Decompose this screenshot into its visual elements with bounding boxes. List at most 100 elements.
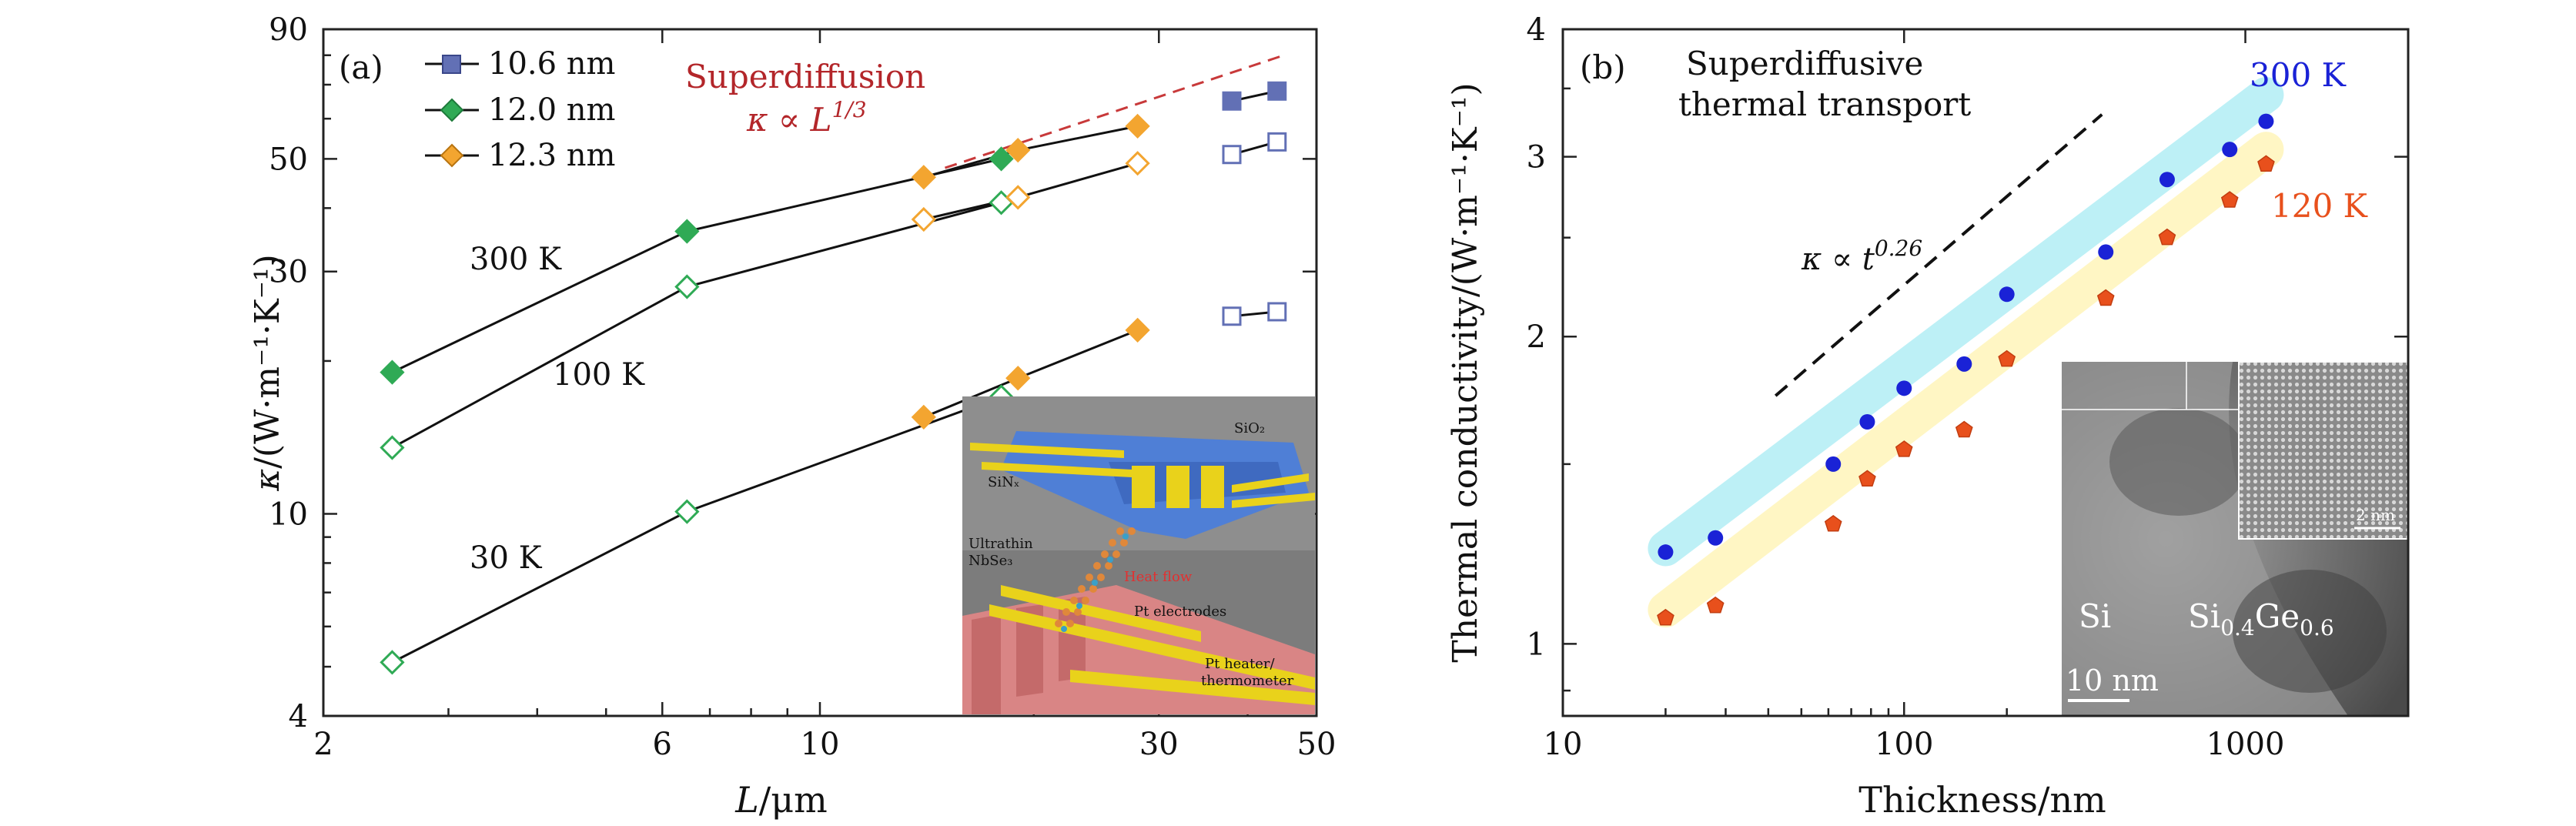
label-300k-b: 300 K: [2250, 56, 2347, 94]
panel-b-trend-bands: [1648, 77, 2284, 628]
slope-label: κ ∝ t0.26: [1801, 236, 1922, 277]
annotation-line-2: thermal transport: [1678, 85, 1971, 123]
a-ytick-label: 30: [269, 255, 308, 290]
data-point: [1125, 151, 1150, 176]
data-point-300k: [1708, 530, 1724, 546]
device-schematic-inset: SiO₂ SiNₓ Ultrathin NbSe₃ Heat flow Pt e…: [962, 396, 1315, 714]
data-point: [380, 435, 405, 460]
legend-marker-10-6: [442, 55, 461, 74]
inset-nbse3-label: NbSe₃: [969, 553, 1012, 569]
panel-a-x-label: L/μm: [734, 779, 828, 821]
legend-label-12-0: 12.0 nm: [488, 92, 615, 128]
label-30k: 30 K: [470, 540, 543, 576]
inset-sinx-label: SiNₓ: [988, 474, 1019, 490]
panel-b-y-label: Thermal conductivity/(W·m⁻¹·K⁻¹): [1446, 82, 1485, 662]
band-300k: [1648, 77, 2284, 567]
a-ytick-label: 90: [269, 12, 308, 48]
a-xtick-label: 2: [313, 727, 333, 762]
panel-a-ticks: 2 6 10 30 50 4 10 30 50 90: [269, 12, 1336, 762]
legend-label-10-6: 10.6 nm: [488, 46, 615, 82]
legend-marker-12-3: [440, 143, 464, 168]
b-ytick-label: 4: [1527, 12, 1546, 48]
data-point-120k: [2257, 155, 2275, 172]
data-point-120k: [1955, 420, 1973, 438]
tem-inset: 2 nm Si Si0.4Ge0.6 10 nm: [2062, 361, 2409, 716]
slope-guide-line: [1774, 113, 2103, 397]
inset-pt-electrodes-label: Pt electrodes: [1134, 604, 1226, 620]
inset-thermometer-label: thermometer: [1201, 673, 1294, 689]
data-point-300k: [1999, 286, 2015, 303]
panel-a-markers: [380, 81, 1287, 675]
data-point: [1125, 317, 1150, 343]
superdiffusion-formula: κ ∝ L1/3: [746, 97, 867, 139]
legend-marker-12-0: [440, 98, 464, 122]
label-300k: 300 K: [470, 242, 562, 277]
data-point-300k: [1896, 380, 1912, 396]
label-120k-b: 120 K: [2271, 187, 2369, 225]
data-point: [1005, 185, 1031, 210]
label-100k: 100 K: [553, 357, 645, 393]
inset-pt-heater-label: Pt heater/: [1205, 656, 1276, 672]
legend-label-12-3: 12.3 nm: [488, 138, 615, 173]
data-point-300k: [2159, 172, 2175, 188]
data-point-120k: [1895, 440, 1913, 457]
panel-a: 2 6 10 30 50 4 10 30 50 90 (a) 10.6 nm 12.0 nm 12…: [248, 12, 1336, 821]
a-xtick-label: 10: [801, 727, 840, 762]
band-120k: [1648, 132, 2284, 628]
data-point: [674, 219, 700, 244]
inset-ultrathin-label: Ultrathin: [969, 536, 1033, 552]
inset-sio2-label: SiO₂: [1234, 420, 1265, 436]
data-point: [1222, 145, 1242, 165]
panel-a-y-label: κ/(W·m⁻¹·K⁻¹): [248, 254, 287, 492]
tem-zoom-inset: [2238, 361, 2409, 540]
superdiffusion-title: Superdiffusion: [685, 58, 925, 95]
series-line: [391, 396, 1002, 664]
data-point-300k: [2098, 244, 2114, 260]
data-point: [911, 206, 936, 232]
data-point-120k: [1706, 596, 1725, 614]
tem-zoom-scale-label: 2 nm: [2356, 506, 2395, 524]
tem-sige-label: Si0.4Ge0.6: [2188, 597, 2334, 640]
data-point: [380, 650, 405, 675]
data-point: [911, 404, 936, 430]
data-point-300k: [1658, 544, 1674, 560]
data-point: [1222, 91, 1242, 111]
a-xtick-label: 50: [1297, 727, 1337, 762]
data-point: [1267, 302, 1287, 322]
data-point: [674, 274, 700, 299]
b-xtick-label: 10: [1544, 727, 1583, 762]
data-point: [989, 146, 1014, 172]
inset-heatflow-label: Heat flow: [1124, 569, 1193, 585]
tem-scale-label: 10 nm: [2066, 664, 2159, 697]
panel-a-legend: 10.6 nm 12.0 nm 12.3 nm: [425, 46, 615, 173]
data-point-300k: [2258, 113, 2274, 129]
panel-a-label: (a): [339, 48, 383, 86]
data-point-120k: [2220, 191, 2239, 208]
data-point: [1005, 366, 1031, 391]
panel-a-frame: [322, 28, 1318, 717]
annotation-line-1: Superdiffusive: [1686, 45, 1923, 82]
b-ytick-label: 3: [1527, 140, 1546, 176]
b-ytick-label: 1: [1527, 627, 1546, 662]
data-point: [911, 165, 936, 190]
a-ytick-label: 10: [269, 497, 308, 532]
a-xtick-label: 6: [653, 727, 672, 762]
data-point-300k: [1825, 456, 1842, 472]
panel-b: 10 100 1000 1 2 3 4 2 nm Si Si0.4Ge0.6 10 nm (…: [1446, 12, 2410, 821]
panel-b-markers: [1657, 113, 2275, 626]
data-point: [1005, 138, 1031, 163]
data-point-120k: [1657, 608, 1674, 626]
panel-b-frame: [1561, 28, 2410, 717]
data-point: [380, 359, 405, 385]
tem-si-label: Si: [2079, 597, 2111, 635]
data-point-300k: [1956, 356, 1972, 372]
a-ytick-label: 50: [269, 142, 308, 177]
data-point: [1267, 132, 1287, 152]
panel-b-label: (b): [1580, 48, 1626, 86]
a-xtick-label: 30: [1139, 727, 1179, 762]
data-point-120k: [1858, 470, 1876, 487]
series-line: [923, 162, 1139, 221]
panel-b-x-label: Thickness/nm: [1858, 779, 2106, 821]
data-point: [1125, 113, 1150, 139]
